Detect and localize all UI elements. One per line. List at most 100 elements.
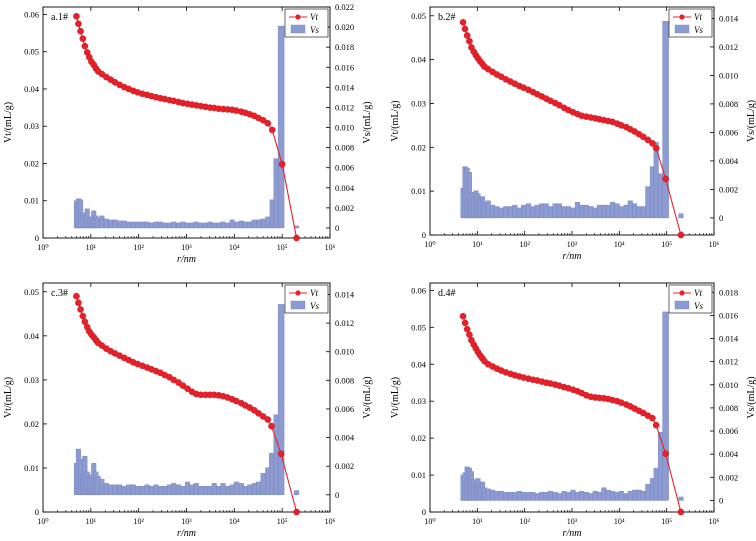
y-left-tick-label: 0.05 (411, 322, 426, 332)
vs-bar (574, 202, 580, 219)
x-tick-label: 10⁵ (277, 517, 288, 526)
vs-bar (180, 221, 186, 229)
legend-vs-swatch (674, 300, 690, 310)
x-tick-label: 10⁰ (37, 243, 48, 252)
y-right-tick-label: 0.012 (335, 318, 354, 328)
y-right-tick-label: 0.014 (335, 289, 355, 299)
vs-bar (175, 222, 181, 229)
vt-marker (649, 140, 656, 147)
y-right-axis-label: Vs/(mL/g) (362, 376, 373, 418)
vs-bar (618, 490, 624, 501)
y-right-tick-label: 0 (719, 213, 723, 223)
vs-bar (198, 486, 204, 496)
vs-bar (148, 486, 154, 496)
vt-marker (652, 144, 660, 152)
x-tick-label: 10³ (567, 517, 578, 526)
x-tick-label: 10² (519, 240, 530, 249)
x-tick-label: 10⁵ (277, 243, 288, 252)
y-right-tick-label: 0.010 (335, 123, 354, 133)
vs-bar (225, 486, 231, 496)
vs-bar (556, 203, 562, 219)
vs-bar (233, 221, 239, 229)
vt-marker (466, 37, 473, 45)
vs-bar (216, 222, 222, 229)
chart-panel: 10⁰ 10¹ 10² 10³ 10⁴ 10⁵ 10⁶ 0 0.01 0.02 0.03 0.04 0.… (390, 282, 756, 539)
y-left-tick-label: 0.01 (411, 470, 426, 480)
vt-marker (293, 508, 300, 516)
y-right-tick-label: 0.016 (719, 310, 738, 320)
vs-bar (490, 204, 496, 219)
vs-bar (507, 492, 513, 501)
y-right-axis-label: Vs/(mL/g) (746, 376, 756, 418)
x-tick-label: 10⁴ (614, 240, 625, 249)
vs-bar (157, 486, 163, 496)
vs-bar (645, 186, 651, 219)
y-left-tick-label: 0.03 (24, 121, 39, 131)
legend-vs-swatch (674, 24, 690, 34)
y-right-tick-label: 0.006 (335, 163, 354, 173)
vs-bar (530, 492, 536, 501)
vs-bar (490, 489, 496, 501)
x-tick-label: 10⁶ (325, 243, 336, 252)
vs-bar (185, 481, 191, 496)
vt-marker (259, 413, 267, 420)
vs-bar (126, 484, 132, 496)
x-tick-label: 10¹ (472, 240, 483, 249)
legend-vs-swatch (290, 24, 306, 34)
vs-bar (99, 215, 105, 229)
vs-bar (610, 202, 616, 219)
vs-bar (103, 218, 109, 229)
y-right-tick-label: 0.014 (719, 334, 739, 344)
y-right-tick-label: 0.020 (335, 22, 354, 32)
vt-marker (79, 312, 87, 320)
vs-bar (108, 484, 114, 496)
vs-bar (539, 203, 545, 219)
y-left-tick-label: 0.06 (411, 285, 426, 295)
y-left-axis-label: Vt/(mL/g) (390, 100, 401, 141)
vt-marker (73, 292, 80, 300)
vs-bar (596, 492, 602, 501)
vt-marker (77, 27, 84, 35)
y-right-axis-label: Vs/(mL/g) (746, 100, 756, 142)
y-left-tick-label: 0.04 (24, 84, 40, 94)
y-right-tick-label: 0.008 (335, 375, 354, 385)
plot-frame (42, 6, 331, 239)
y-left-tick-label: 0.03 (411, 396, 426, 406)
vs-bar (117, 484, 123, 496)
vs-bar (193, 221, 199, 229)
x-tick-label: 10³ (181, 243, 192, 252)
vs-bar (130, 484, 136, 496)
vs-bar (247, 484, 253, 496)
y-right-tick-label: 0.012 (335, 102, 354, 112)
y-left-axis-label: Vt/(mL/g) (3, 377, 14, 418)
y-left-tick-label: 0 (422, 230, 426, 240)
vt-line (75, 16, 298, 239)
vs-bar (277, 25, 285, 229)
vs-bar (507, 206, 513, 219)
vt-marker (463, 32, 471, 39)
vs-bar (117, 220, 123, 229)
vt-marker (264, 119, 272, 127)
vs-bar (653, 467, 659, 501)
vs-bar (189, 484, 195, 496)
vs-bar (148, 222, 154, 229)
vs-bar (516, 490, 522, 501)
vs-bar (605, 489, 611, 501)
x-axis-label: r/nm (563, 528, 582, 539)
vs-bar (139, 221, 145, 229)
y-right-tick-label: 0.002 (335, 461, 354, 471)
panel-label: a.1# (51, 12, 68, 23)
y-right-tick-label: 0.004 (719, 449, 739, 459)
vs-bar (543, 492, 549, 501)
vs-bar (157, 221, 163, 229)
y-left-tick-label: 0 (35, 233, 39, 243)
y-left-tick-label: 0.05 (24, 287, 39, 297)
vs-bar (627, 490, 633, 501)
x-tick-label: 10⁶ (709, 517, 720, 526)
vs-bar (503, 206, 509, 219)
vs-bar (534, 493, 540, 501)
vs-bar (185, 222, 191, 229)
vs-bar (242, 486, 248, 496)
vt-marker (264, 416, 272, 423)
y-right-tick-label: 0.018 (719, 287, 738, 297)
